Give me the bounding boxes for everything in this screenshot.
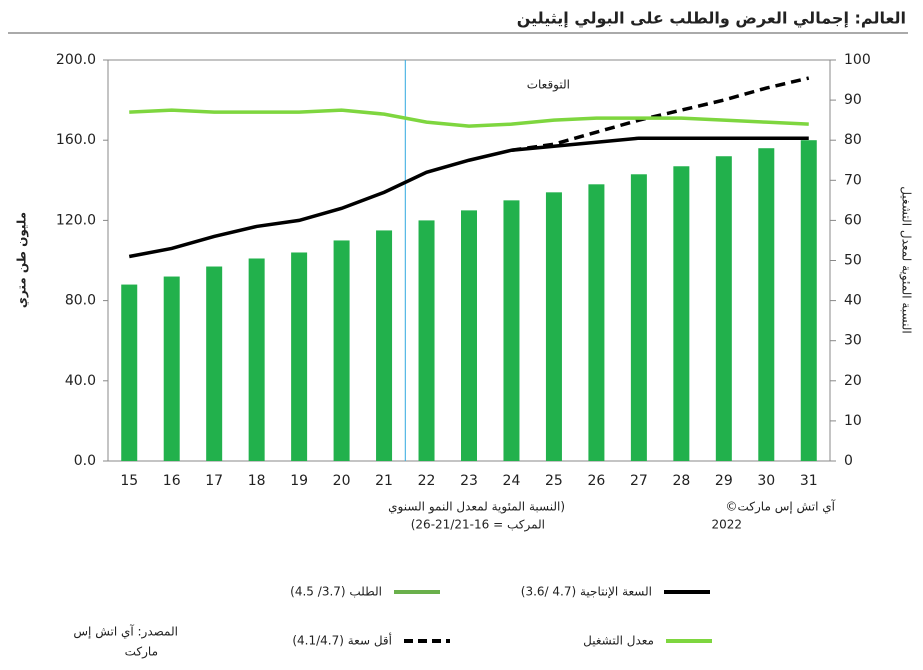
x-tick-label: 25 [545, 473, 563, 489]
y-tick-label: 80.0 [65, 293, 96, 309]
bar [545, 192, 562, 461]
annotation: التوقعات [527, 78, 570, 93]
bar [206, 266, 223, 461]
x-tick-label: 20 [333, 473, 351, 489]
bar [673, 166, 690, 461]
y2-tick-label: 40 [844, 293, 862, 309]
x-tick-label: 22 [418, 473, 436, 489]
bar [461, 210, 477, 461]
copyright: 2022 [711, 518, 742, 532]
legend-label: السعة الإنتاجية (4.7 /3.6) [521, 585, 652, 599]
chart-title: العالم: إجمالي العرض والطلب على البولي إ… [517, 9, 906, 29]
y2-tick-label: 60 [844, 212, 862, 228]
legend-label: معدل التشغيل [583, 634, 654, 648]
y-tick-label: 40.0 [65, 373, 96, 389]
bar [630, 174, 647, 461]
y-tick-label: 120.0 [56, 212, 96, 228]
bar [503, 200, 520, 461]
x-tick-label: 23 [460, 473, 478, 489]
x-tick-label: 15 [120, 473, 138, 489]
legend-label: أقل سعة (4.1/4.7) [292, 633, 392, 648]
y2-tick-label: 70 [844, 172, 862, 188]
y2-tick-label: 0 [844, 453, 853, 469]
copyright: آي اتش إس ماركت© [726, 499, 836, 515]
y2-tick-label: 90 [844, 92, 862, 108]
note-line: (النسبة المئوية لمعدل النمو السنوي [388, 500, 565, 515]
x-tick-label: 28 [672, 473, 690, 489]
y2-tick-label: 10 [844, 413, 862, 429]
bar [291, 252, 308, 461]
x-tick-label: 30 [757, 473, 775, 489]
y-tick-label: 160.0 [56, 132, 96, 148]
bar [758, 148, 775, 461]
y-tick-label: 0.0 [74, 453, 96, 469]
x-tick-label: 27 [630, 473, 648, 489]
line [129, 108, 809, 128]
x-tick-label: 29 [715, 473, 733, 489]
line [128, 136, 809, 259]
y2-axis-label: النسبة المئوية لمعدل التشغيل [899, 186, 914, 334]
bar [588, 184, 605, 461]
x-tick-label: 31 [800, 473, 818, 489]
x-tick-label: 24 [503, 473, 521, 489]
y2-tick-label: 100 [844, 52, 871, 68]
y2-tick-label: 80 [844, 132, 862, 148]
x-tick-label: 18 [248, 473, 266, 489]
y2-tick-label: 50 [844, 253, 862, 269]
y-axis-label: مليون طن متري [15, 212, 30, 308]
bar [121, 284, 138, 461]
bar [333, 240, 350, 461]
bar [163, 276, 180, 461]
x-tick-label: 17 [205, 473, 223, 489]
note-line: المركب = 16-21/21-26) [411, 518, 545, 533]
y2-tick-label: 30 [844, 333, 862, 349]
y-tick-label: 200.0 [56, 52, 96, 68]
x-tick-label: 19 [290, 473, 308, 489]
bar [376, 230, 393, 461]
x-tick-label: 26 [587, 473, 605, 489]
source: المصدر: آي اتش إس [73, 624, 178, 640]
x-tick-label: 21 [375, 473, 393, 489]
x-tick-label: 16 [163, 473, 181, 489]
bar [418, 220, 435, 461]
bar [715, 156, 732, 462]
bar [248, 258, 265, 461]
y2-tick-label: 20 [844, 373, 862, 389]
bar [800, 140, 817, 461]
legend-label: الطلب (3.7/ 4.5) [290, 585, 382, 599]
source: ماركت [125, 645, 158, 660]
line [511, 76, 810, 152]
